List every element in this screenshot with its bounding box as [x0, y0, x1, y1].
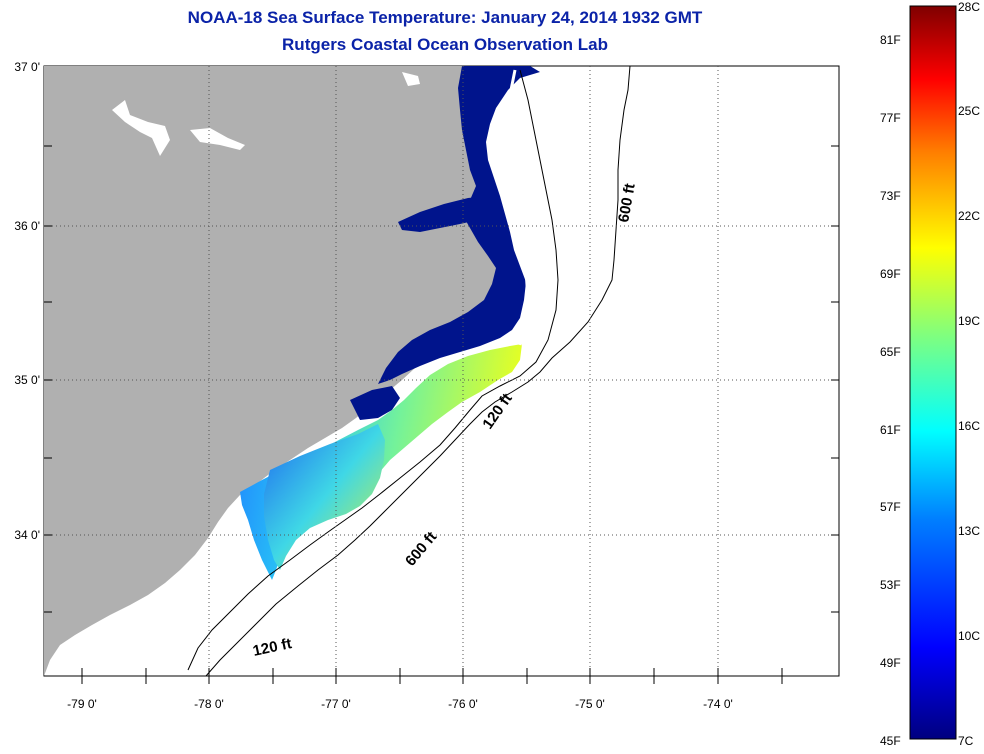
lon-label-77: -77 0': [321, 697, 351, 711]
cb-f-73: 73F: [880, 189, 901, 203]
contour-120ft: [187, 69, 559, 671]
contour-600ft: [205, 66, 631, 676]
cb-f-57: 57F: [880, 500, 901, 514]
lon-label-78: -78 0': [194, 697, 224, 711]
sst-warm-patch-2: [264, 424, 385, 570]
cb-f-53: 53F: [880, 578, 901, 592]
cb-c-22: 22C: [958, 209, 980, 223]
inland-water-1: [112, 100, 170, 156]
cb-f-77: 77F: [880, 111, 901, 125]
inland-water-2: [190, 128, 245, 150]
albemarle-sound: [398, 196, 490, 232]
cb-c-7: 7C: [958, 734, 974, 748]
cb-f-69: 69F: [880, 267, 901, 281]
lon-label-75: -75 0': [575, 697, 605, 711]
cb-f-49: 49F: [880, 656, 901, 670]
colorbar: [909, 5, 957, 740]
contour-label-600ft-north: 600 ft: [615, 182, 639, 224]
lat-label-36: 36 0': [14, 219, 40, 233]
cb-f-45: 45F: [880, 734, 901, 748]
land-mass: [44, 66, 510, 676]
graticule: [44, 66, 839, 676]
cb-c-25: 25C: [958, 104, 980, 118]
cb-c-19: 19C: [958, 314, 980, 328]
lat-label-35: 35 0': [14, 373, 40, 387]
cb-f-65: 65F: [880, 345, 901, 359]
outer-banks: [500, 69, 530, 346]
lon-label-76: -76 0': [448, 697, 478, 711]
figure-subtitle: Rutgers Coastal Ocean Observation Lab: [282, 35, 608, 54]
lon-label-74: -74 0': [703, 697, 733, 711]
cb-f-81: 81F: [880, 33, 901, 47]
lat-label-37: 37 0': [14, 60, 40, 74]
cb-c-16: 16C: [958, 419, 980, 433]
cb-c-13: 13C: [958, 524, 980, 538]
map-ticks: [44, 145, 839, 684]
pamlico-sound: [378, 66, 540, 384]
lat-label-34: 34 0': [14, 528, 40, 542]
figure-title: NOAA-18 Sea Surface Temperature: January…: [187, 8, 703, 27]
bogue-sound: [350, 386, 400, 420]
cb-f-61: 61F: [880, 423, 901, 437]
cb-c-28: 28C: [958, 0, 980, 14]
inland-water-3: [402, 72, 420, 86]
lon-label-79: -79 0': [67, 697, 97, 711]
cb-c-10: 10C: [958, 629, 980, 643]
